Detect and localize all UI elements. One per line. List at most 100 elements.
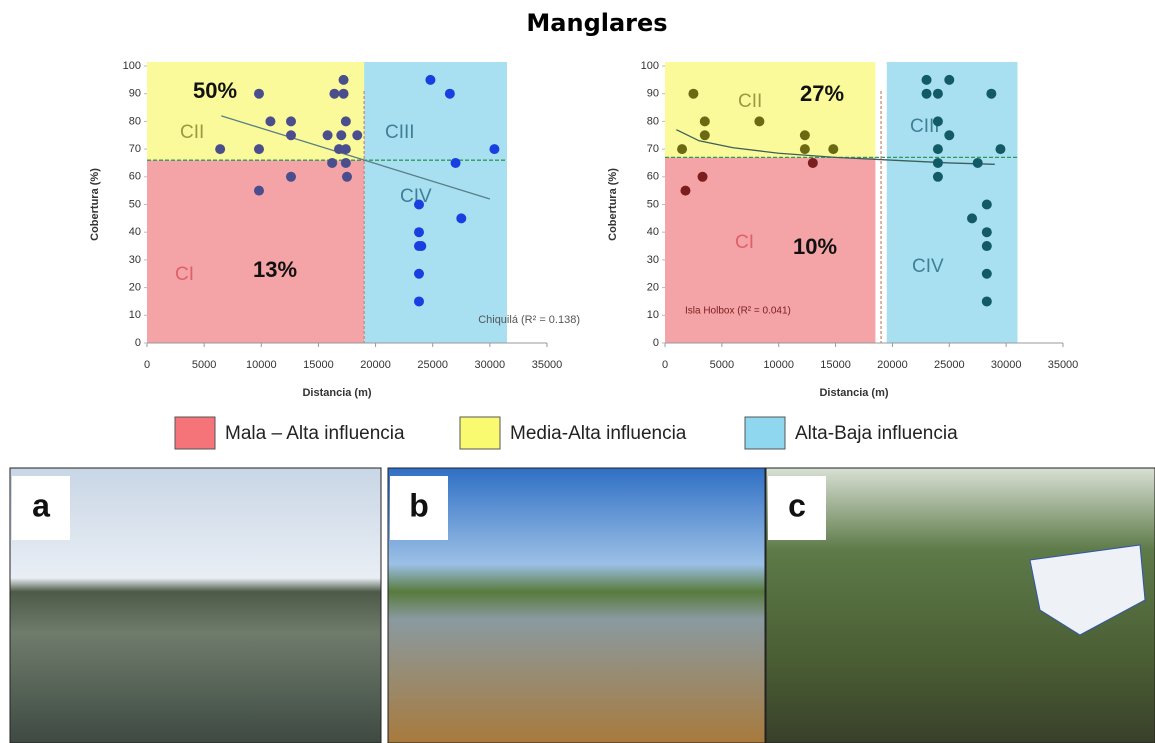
point	[336, 130, 347, 141]
point	[981, 227, 992, 238]
point	[338, 74, 349, 85]
y-tick-label: 70	[129, 143, 141, 155]
region-label: CII	[180, 122, 204, 143]
photo-label-box	[12, 476, 70, 540]
boat	[1029, 544, 1146, 636]
photo	[9, 467, 382, 743]
point	[254, 144, 264, 155]
point	[932, 171, 943, 182]
point	[342, 171, 352, 182]
point	[444, 88, 455, 99]
region-label: CIII	[385, 122, 415, 143]
point	[334, 144, 344, 155]
legend-label: Mala – Alta influencia	[225, 423, 405, 444]
point	[322, 130, 333, 141]
legend-swatch	[459, 416, 501, 450]
annotation: 50%	[193, 78, 237, 103]
legend-label: Alta-Baja influencia	[795, 423, 958, 444]
point	[995, 144, 1006, 155]
region	[364, 62, 507, 343]
point	[799, 130, 810, 141]
x-tick-label: 15000	[303, 359, 334, 371]
photo-label: a	[32, 487, 50, 523]
point	[338, 88, 349, 99]
point	[986, 88, 997, 99]
region-label: CI	[735, 232, 754, 253]
y-tick-label: 50	[129, 198, 141, 210]
point	[286, 171, 296, 182]
y-tick-label: 90	[129, 88, 141, 100]
point	[697, 171, 708, 182]
point	[981, 268, 992, 279]
point	[807, 157, 818, 168]
region	[147, 62, 365, 161]
region	[665, 157, 876, 343]
x-tick-label: 5000	[710, 359, 734, 371]
y-tick-label: 40	[647, 226, 659, 238]
y-axis-label: Cobertura (%)	[89, 168, 101, 241]
x-tick-label: 30000	[475, 359, 506, 371]
x-tick-label: 0	[144, 359, 150, 371]
point	[932, 116, 943, 127]
y-tick-label: 90	[647, 88, 659, 100]
x-tick-label: 25000	[417, 359, 448, 371]
y-tick-label: 0	[653, 337, 659, 349]
region	[665, 62, 876, 158]
y-tick-label: 20	[129, 282, 141, 294]
photos	[9, 467, 1155, 743]
point	[414, 227, 424, 238]
y-tick-label: 80	[647, 115, 659, 127]
y-tick-label: 10	[647, 309, 659, 321]
legend-swatch	[744, 416, 786, 450]
x-tick-label: 30000	[991, 359, 1022, 371]
photo-label: b	[409, 487, 429, 523]
point	[286, 116, 296, 127]
y-tick-label: 10	[129, 309, 141, 321]
point	[699, 116, 710, 127]
y-tick-label: 100	[123, 60, 141, 72]
photo-label-box	[390, 476, 448, 540]
point	[981, 296, 992, 307]
point	[329, 88, 340, 99]
x-tick-label: 35000	[532, 359, 563, 371]
region-label: CIV	[912, 256, 944, 277]
point	[327, 157, 338, 168]
point	[921, 88, 932, 99]
legend-swatch	[174, 416, 216, 450]
y-tick-label: 60	[129, 171, 141, 183]
point	[972, 157, 983, 168]
x-tick-label: 15000	[820, 359, 851, 371]
point	[425, 74, 436, 85]
annotation: 10%	[793, 234, 837, 259]
point	[921, 74, 932, 85]
y-tick-label: 70	[647, 143, 659, 155]
region-label: CI	[175, 264, 194, 285]
point	[932, 144, 943, 155]
point	[754, 116, 765, 127]
x-tick-label: 0	[662, 359, 668, 371]
y-tick-label: 20	[647, 282, 659, 294]
point	[944, 130, 955, 141]
y-tick-label: 50	[647, 198, 659, 210]
point	[944, 74, 955, 85]
photo	[387, 467, 766, 743]
annotation: Chiquilá (R² = 0.138)	[478, 314, 580, 326]
region	[886, 62, 1018, 343]
point	[799, 144, 810, 155]
point	[414, 296, 424, 307]
point	[414, 199, 424, 210]
photo-label: c	[788, 487, 806, 523]
point	[981, 241, 992, 252]
x-axis-label: Distancia (m)	[302, 387, 371, 399]
point	[450, 157, 461, 168]
point	[932, 157, 943, 168]
point	[967, 213, 978, 224]
point	[352, 130, 363, 141]
y-tick-label: 30	[647, 254, 659, 266]
point	[456, 213, 467, 224]
x-tick-label: 20000	[877, 359, 908, 371]
point	[677, 144, 688, 155]
point	[215, 144, 226, 155]
y-tick-label: 0	[135, 337, 141, 349]
